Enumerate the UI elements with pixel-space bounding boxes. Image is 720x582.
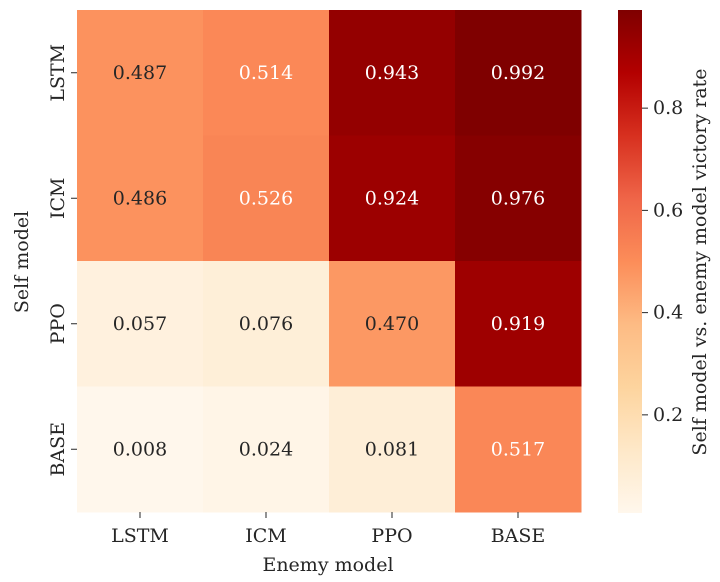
y-tick-label: BASE (47, 422, 69, 477)
heatmap-cell (455, 135, 582, 262)
heatmap-cell (77, 10, 204, 136)
cell-value-label: 0.024 (239, 438, 293, 460)
colorbar-tick-label: 0.2 (653, 404, 683, 426)
heatmap-cell (203, 386, 330, 513)
heatmap-cell (77, 135, 204, 262)
cell-value-label: 0.076 (239, 313, 293, 335)
x-tick-label: ICM (245, 525, 287, 547)
cell-value-label: 0.081 (365, 438, 419, 460)
colorbar-tick-label: 0.4 (653, 302, 683, 324)
colorbar-ticks: 0.2 0.4 0.6 0.8 (642, 97, 683, 426)
y-tick-label: ICM (47, 178, 69, 220)
y-axis-label: Self model (11, 211, 33, 313)
cell-value-label: 0.470 (365, 313, 419, 335)
heatmap-cell (329, 261, 456, 387)
heatmap-cell (203, 135, 330, 262)
colorbar-gradient (618, 10, 642, 513)
heatmap-cell (329, 386, 456, 513)
cell-value-label: 0.486 (113, 187, 167, 209)
cell-value-label: 0.919 (491, 313, 545, 335)
x-tick-label: BASE (491, 525, 546, 547)
cell-value-label: 0.924 (365, 187, 419, 209)
heatmap-cells (77, 10, 582, 513)
x-axis-label: Enemy model (262, 554, 393, 576)
y-tick-label: PPO (47, 303, 69, 344)
heatmap-cell (329, 135, 456, 262)
colorbar-label: Self model vs. enemy model victory rate (689, 68, 711, 455)
heatmap-cell (203, 10, 330, 136)
heatmap-cell (77, 261, 204, 387)
cell-value-label: 0.992 (491, 62, 545, 84)
x-tick-label: LSTM (111, 525, 169, 547)
x-axis-ticks: LSTM ICM PPO BASE (111, 512, 545, 547)
x-tick-label: PPO (371, 525, 412, 547)
cell-value-label: 0.008 (113, 438, 167, 460)
cell-value-label: 0.526 (239, 187, 293, 209)
heatmap-cell (455, 386, 582, 513)
y-tick-label: LSTM (47, 44, 69, 102)
cell-value-label: 0.514 (239, 62, 293, 84)
heatmap-cell (329, 10, 456, 136)
heatmap-cell (455, 261, 582, 387)
colorbar-tick-label: 0.8 (653, 97, 683, 119)
heatmap-cell (203, 261, 330, 387)
colorbar (618, 10, 642, 513)
y-axis-ticks: LSTM ICM PPO BASE (47, 44, 77, 477)
cell-value-label: 0.487 (113, 62, 167, 84)
colorbar-tick-label: 0.6 (653, 199, 683, 221)
heatmap-cell (77, 386, 204, 513)
heatmap-cell (455, 10, 582, 136)
cell-value-labels: 0.487 0.514 0.943 0.992 0.486 0.526 0.924 0.976… (113, 62, 545, 461)
cell-value-label: 0.517 (491, 438, 545, 460)
cell-value-label: 0.976 (491, 187, 545, 209)
cell-value-label: 0.943 (365, 62, 419, 84)
cell-value-label: 0.057 (113, 313, 167, 335)
